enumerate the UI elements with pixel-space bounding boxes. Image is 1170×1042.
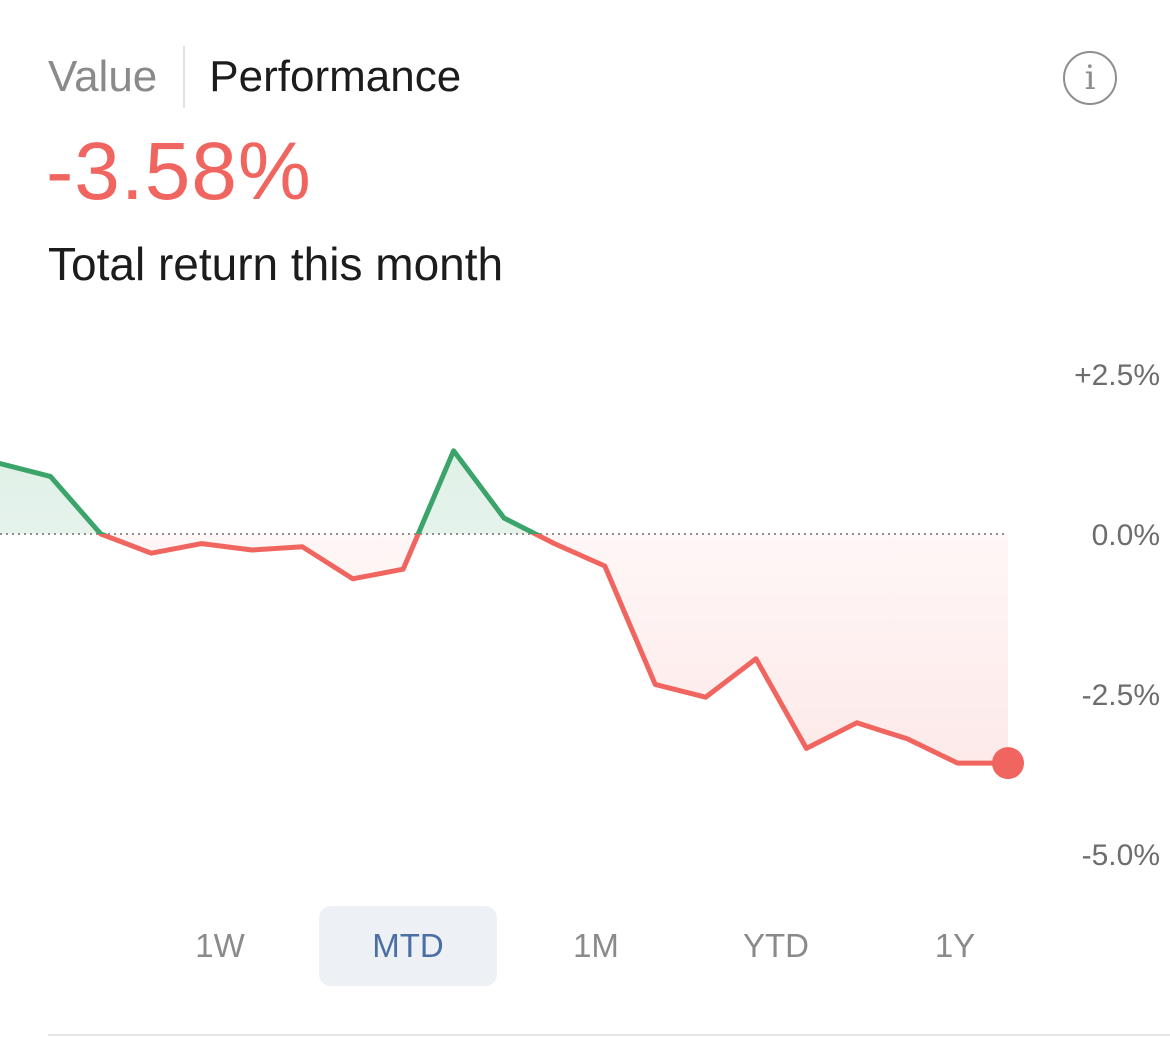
view-tabs: Value Performance [48, 44, 461, 110]
range-button-1m[interactable]: 1M [573, 927, 619, 964]
range-button-ytd[interactable]: YTD [743, 927, 809, 964]
info-glyph: i [1084, 58, 1096, 98]
bottom-divider [48, 1034, 1170, 1036]
series-line-negative [97, 534, 1011, 766]
range-button-mtd[interactable]: MTD [319, 906, 497, 986]
performance-chart[interactable]: +2.5% 0.0% -2.5% -5.0% [0, 330, 1170, 900]
y-tick-label: +2.5% [1074, 359, 1160, 392]
range-button-1y[interactable]: 1Y [934, 927, 976, 964]
y-tick-label: -5.0% [1082, 839, 1160, 872]
total-return-caption: Total return this month [48, 238, 504, 290]
total-return-value: -3.58% [46, 126, 312, 217]
y-axis-ticks: +2.5% 0.0% -2.5% -5.0% [1074, 359, 1160, 872]
y-tick-label: 0.0% [1092, 519, 1160, 552]
range-button-1w[interactable]: 1W [195, 927, 245, 964]
area-fill-layer [0, 450, 1008, 764]
series-line-positive [0, 448, 542, 534]
tab-divider [183, 46, 186, 108]
series-line-layer [0, 448, 1011, 766]
info-icon[interactable]: i [1063, 51, 1117, 105]
tab-value[interactable]: Value [48, 52, 158, 101]
end-marker-layer [992, 747, 1024, 780]
range-selector: 1W MTD 1M YTD 1Y [130, 906, 1050, 986]
y-tick-label: -2.5% [1082, 679, 1160, 712]
tab-performance[interactable]: Performance [209, 52, 462, 101]
negative-area-fill [0, 534, 1008, 764]
end-point-marker [992, 747, 1024, 780]
